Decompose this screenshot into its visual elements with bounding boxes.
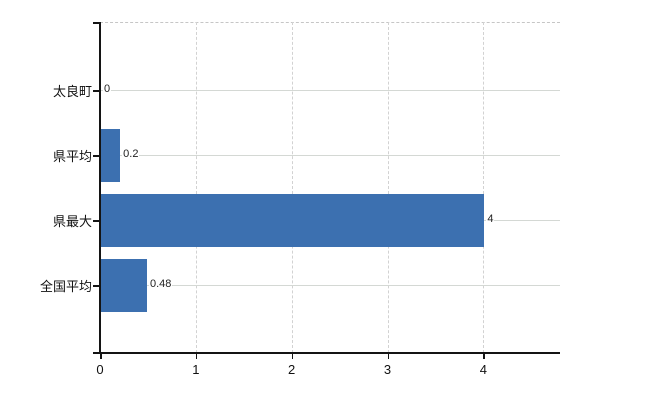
y-axis-line [99,22,101,353]
x-tick-label: 1 [192,362,200,377]
category-label: 全国平均 [39,279,92,294]
gridline-vertical [387,22,389,353]
x-tick-label: 3 [383,362,392,377]
category-label: 太良町 [52,84,92,99]
gridline-horizontal [100,155,560,156]
y-tick-mark [93,285,100,287]
gridline-vertical [483,22,485,353]
value-label: 4 [486,213,495,225]
bar [101,193,485,247]
x-tick-mark [387,353,389,359]
category-label: 県最大 [52,214,92,229]
gridline-vertical [291,22,293,353]
category-label: 県平均 [52,149,92,164]
x-tick-mark [291,353,294,359]
x-tick-label: 2 [288,362,296,377]
gridline-horizontal [100,285,560,286]
value-label: 0 [103,83,112,95]
y-tick-mark [93,155,100,157]
x-tick-mark [195,353,198,359]
x-tick-mark [483,353,485,359]
x-tick-mark [100,353,102,359]
y-tick-mark [93,220,100,222]
y-tick-mark [93,90,100,92]
gridline-horizontal [100,90,560,91]
plot-top-border [100,22,560,23]
y-tick-mark [93,22,100,24]
value-label: 0.2 [122,148,140,160]
bar [101,128,121,182]
x-tick-label: 4 [479,362,487,377]
bar [101,258,147,312]
gridline-vertical [195,22,197,353]
x-tick-label: 0 [96,362,104,377]
x-axis-line [93,352,560,354]
value-label: 0.48 [149,278,173,290]
